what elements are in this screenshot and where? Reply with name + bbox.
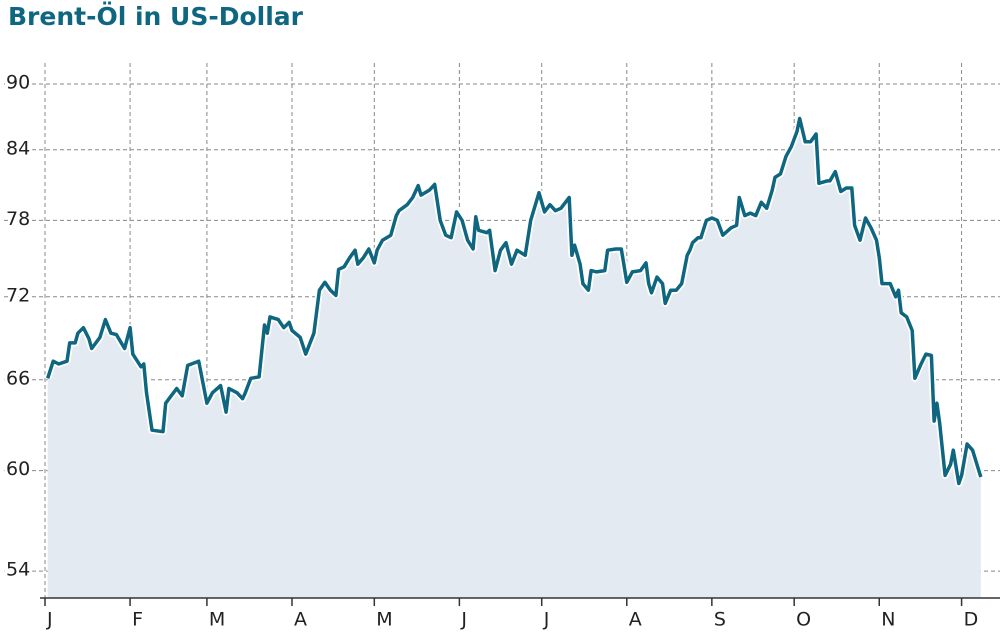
x-tick-label: F <box>132 609 143 631</box>
y-tick-label: 60 <box>6 458 30 480</box>
x-tick-label: A <box>629 609 642 631</box>
x-tick-label: M <box>209 609 225 631</box>
y-tick-label: 72 <box>6 284 30 306</box>
x-tick-label: S <box>714 609 726 631</box>
x-tick-label: J <box>460 609 467 631</box>
x-tick-label: J <box>543 609 550 631</box>
y-tick-label: 90 <box>6 71 30 93</box>
y-tick-label: 54 <box>6 559 30 581</box>
x-tick-label: A <box>294 609 307 631</box>
x-tick-label: J <box>46 609 53 631</box>
x-tick-label: M <box>376 609 392 631</box>
y-tick-label: 78 <box>6 208 30 230</box>
area <box>47 118 981 598</box>
line <box>46 116 983 486</box>
y-tick-label: 84 <box>6 137 30 159</box>
chart-title: Brent-Öl in US-Dollar <box>8 1 304 31</box>
x-tick-label: D <box>964 609 979 631</box>
y-tick-label: 66 <box>6 367 30 389</box>
x-tick-label: O <box>796 609 811 631</box>
x-tick-label: N <box>881 609 895 631</box>
